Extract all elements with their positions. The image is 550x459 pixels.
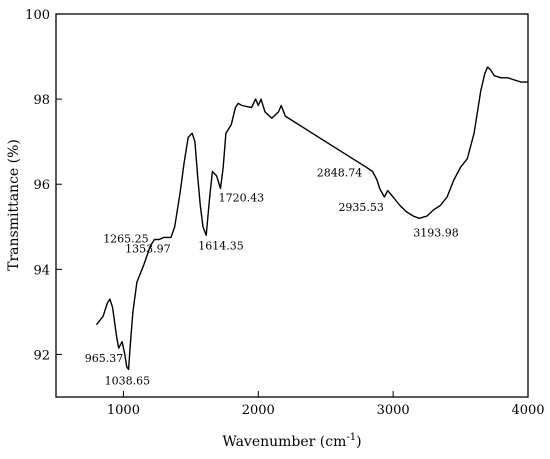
peak-label: 1353.97 (125, 242, 171, 255)
x-axis-title-text: Wavenumber (cm (222, 434, 346, 450)
x-axis-title: Wavenumber (cm-1) (222, 432, 361, 450)
x-axis-title-suffix: ) (356, 434, 361, 450)
peak-label: 3193.98 (413, 226, 459, 239)
peak-label: 1038.65 (105, 374, 151, 387)
peak-label: 1265.25 (103, 233, 149, 246)
y-tick-label: 100 (25, 8, 50, 23)
x-tick-label: 2000 (242, 403, 275, 418)
y-tick-label: 98 (33, 93, 50, 108)
peak-label: 1720.43 (219, 191, 265, 204)
x-axis: 1000 2000 3000 4000 (107, 391, 545, 418)
y-axis: 92 94 96 98 100 (25, 8, 62, 363)
x-axis-title-superscript: -1 (346, 432, 356, 443)
peak-label: 1614.35 (198, 239, 244, 252)
plot-frame (55, 13, 529, 398)
transmittance-line (95, 66, 528, 370)
y-axis-title: Transmittance (%) (6, 139, 22, 271)
x-tick-label: 3000 (377, 403, 410, 418)
y-tick-label: 92 (33, 348, 50, 363)
x-tick-label: 1000 (107, 403, 140, 418)
y-tick-label: 96 (33, 178, 50, 193)
peak-label: 2848.74 (317, 166, 363, 179)
y-tick-label: 94 (33, 263, 50, 278)
peak-label: 965.37 (85, 352, 124, 365)
peak-label: 2935.53 (338, 201, 384, 214)
x-tick-label: 4000 (511, 403, 544, 418)
